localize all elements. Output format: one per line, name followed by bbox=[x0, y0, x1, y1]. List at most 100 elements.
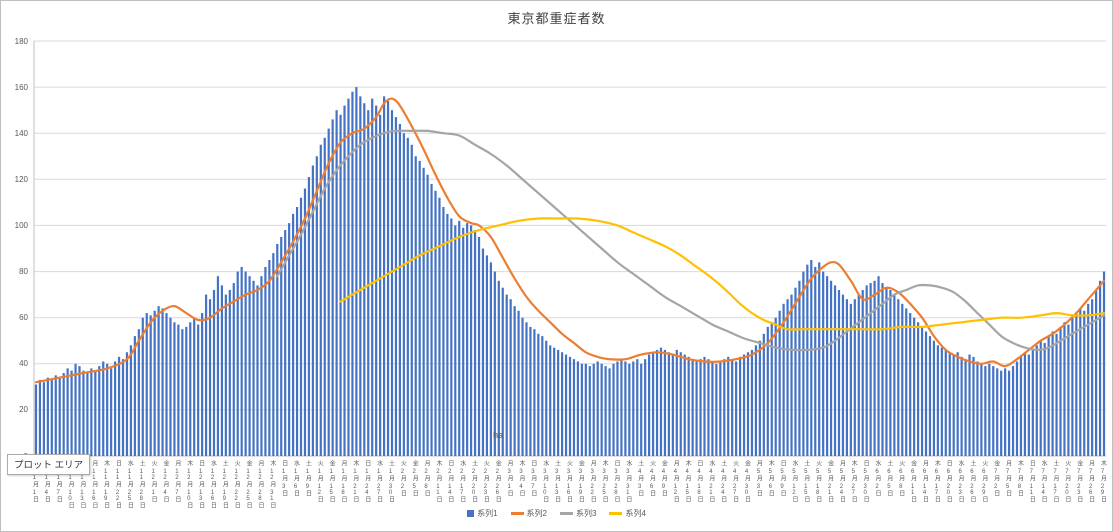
bar-series[interactable] bbox=[34, 87, 1106, 457]
x-axis-label: 金3月19日 bbox=[577, 460, 584, 502]
line-marker-icon bbox=[609, 512, 623, 515]
x-axis-label: 土7月17日 bbox=[1052, 460, 1059, 502]
x-axis-label: 金5月21日 bbox=[826, 460, 833, 502]
legend-item-系列4[interactable]: 系列4 bbox=[609, 508, 646, 519]
x-axis-label: 水1月6日 bbox=[292, 460, 299, 496]
line-marker-icon bbox=[560, 512, 573, 515]
y-axis[interactable]: 020406080100120140160180 bbox=[1, 1, 30, 531]
x-axis-label: 日2月14日 bbox=[446, 460, 453, 502]
x-axis-label: 月12月28日 bbox=[256, 460, 263, 508]
chart-title[interactable]: 東京都重症者数 bbox=[507, 11, 606, 26]
x-axis-label: 土4月3日 bbox=[636, 460, 643, 496]
line-series-系列3[interactable] bbox=[276, 129, 1106, 352]
legend-label: 系列3 bbox=[576, 509, 597, 518]
x-axis-label: 木12月10日 bbox=[185, 460, 192, 508]
x-axis-label: 火1月12日 bbox=[316, 460, 323, 502]
legend-label: 系列1 bbox=[477, 509, 498, 518]
y-axis-label: 80 bbox=[19, 267, 28, 277]
x-axis-label: 日12月13日 bbox=[197, 460, 204, 508]
x-axis-label: 金2月5日 bbox=[411, 460, 418, 496]
x-axis-label: 日1月24日 bbox=[363, 460, 370, 502]
legend-label: 系列2 bbox=[526, 509, 547, 518]
x-axis-label: 木5月27日 bbox=[850, 460, 857, 502]
x-axis-label: 木4月15日 bbox=[684, 460, 691, 502]
legend-label: 系列4 bbox=[625, 509, 646, 518]
x-axis-label: 木11月19日 bbox=[102, 460, 109, 508]
x-axis-label: 木12月31日 bbox=[268, 460, 275, 508]
y-axis-label: 100 bbox=[14, 220, 28, 230]
line-series-系列4[interactable] bbox=[339, 217, 1106, 331]
y-axis-label: 140 bbox=[14, 128, 28, 138]
x-axis-label: 水6月2日 bbox=[874, 460, 881, 496]
x-axis-label: 土11月28日 bbox=[138, 460, 145, 508]
x-axis-label: 金12月4日 bbox=[162, 460, 169, 502]
x-axis-label: 月2月8日 bbox=[423, 460, 430, 496]
legend-item-系列3[interactable]: 系列3 bbox=[560, 508, 596, 519]
chart-legend[interactable]: 系列1 系列2 系列3 系列4 bbox=[1, 508, 1112, 519]
x-axis-label: 月11月16日 bbox=[90, 460, 97, 508]
line-marker-icon bbox=[510, 512, 524, 515]
x-axis-label: 土2月20日 bbox=[470, 460, 477, 502]
y-axis-label: 40 bbox=[19, 359, 28, 369]
x-axis-label: 土12月19日 bbox=[221, 460, 228, 508]
x-axis-label: 土6月5日 bbox=[885, 460, 892, 496]
x-axis-label: 木5月6日 bbox=[767, 460, 774, 496]
x-axis-label: 日1月3日 bbox=[280, 460, 287, 496]
x-axis-label: 火4月27日 bbox=[731, 460, 738, 502]
legend-item-系列1[interactable]: 系列1 bbox=[467, 508, 498, 519]
y-axis-label: 180 bbox=[14, 36, 28, 46]
x-axis-label: 金12月25日 bbox=[245, 460, 252, 508]
x-axis-label: 月4月12日 bbox=[672, 460, 679, 502]
x-axis-label: 火5月18日 bbox=[814, 460, 821, 502]
x-axis-label: 金7月2日 bbox=[992, 460, 999, 496]
x-axis-label: 水3月31日 bbox=[624, 460, 631, 502]
x-axis-label: 金1月15日 bbox=[328, 460, 335, 502]
x-axis-label: 金2月26日 bbox=[494, 460, 501, 502]
x-axis-label: 水7月14日 bbox=[1040, 460, 1047, 502]
y-axis-label: 60 bbox=[19, 313, 28, 323]
x-axis-label: 土6月26日 bbox=[968, 460, 975, 502]
x-axis-label: 金4月9日 bbox=[660, 460, 667, 496]
x-axis-label: 月5月24日 bbox=[838, 460, 845, 502]
x-axis-label: 日3月28日 bbox=[612, 460, 619, 502]
y-axis-label: 20 bbox=[19, 405, 28, 415]
x-axis-label: 火6月8日 bbox=[897, 460, 904, 496]
x-axis-label: 土3月13日 bbox=[553, 460, 560, 502]
x-axis-label: 月12月7日 bbox=[173, 460, 180, 502]
x-axis-label: 火4月6日 bbox=[648, 460, 655, 496]
x-axis-label: 月7月5日 bbox=[1004, 460, 1011, 496]
legend-item-系列2[interactable]: 系列2 bbox=[510, 508, 547, 519]
x-axis[interactable]: 日11月1日水11月4日土11月7日火11月10日金11月13日月11月16日木… bbox=[1, 460, 1112, 512]
plot-area-tooltip: プロット エリア bbox=[7, 454, 91, 475]
line-series-系列2[interactable] bbox=[34, 97, 1106, 384]
x-axis-label: 金4月30日 bbox=[743, 460, 750, 502]
x-axis-label: 日6月20日 bbox=[945, 460, 952, 502]
x-axis-label: 木3月4日 bbox=[518, 460, 525, 496]
x-axis-label: 月7月26日 bbox=[1087, 460, 1094, 502]
x-axis-label: 木7月8日 bbox=[1016, 460, 1023, 496]
x-axis-label: 木6月17日 bbox=[933, 460, 940, 502]
x-axis-label: 日3月7日 bbox=[529, 460, 536, 496]
x-axis-label: 土1月9日 bbox=[304, 460, 311, 496]
x-axis-label: 水12月16日 bbox=[209, 460, 216, 508]
x-axis-label: 水2月17日 bbox=[458, 460, 465, 502]
x-axis-label: 水11月25日 bbox=[126, 460, 133, 508]
bar-marker-icon bbox=[467, 510, 475, 517]
x-axis-label: 水6月23日 bbox=[957, 460, 964, 502]
x-axis-label: 土1月30日 bbox=[387, 460, 394, 502]
x-axis-label: 木1月21日 bbox=[351, 460, 358, 502]
x-axis-label: 水3月10日 bbox=[541, 460, 548, 502]
x-axis-label: 水5月12日 bbox=[790, 460, 797, 502]
x-axis-label: 木2月11日 bbox=[434, 460, 441, 502]
x-axis-label: 土4月24日 bbox=[719, 460, 726, 502]
x-axis-label: 火3月16日 bbox=[565, 460, 572, 502]
x-axis-label: 火2月2日 bbox=[399, 460, 406, 496]
x-axis-label: 火7月20日 bbox=[1063, 460, 1070, 502]
y-axis-label: 160 bbox=[14, 82, 28, 92]
stray-text: ha bbox=[493, 430, 504, 440]
x-axis-label: 日5月9日 bbox=[779, 460, 786, 496]
x-axis-label: 火2月23日 bbox=[482, 460, 489, 502]
x-axis-label: 火12月1日 bbox=[150, 460, 157, 502]
